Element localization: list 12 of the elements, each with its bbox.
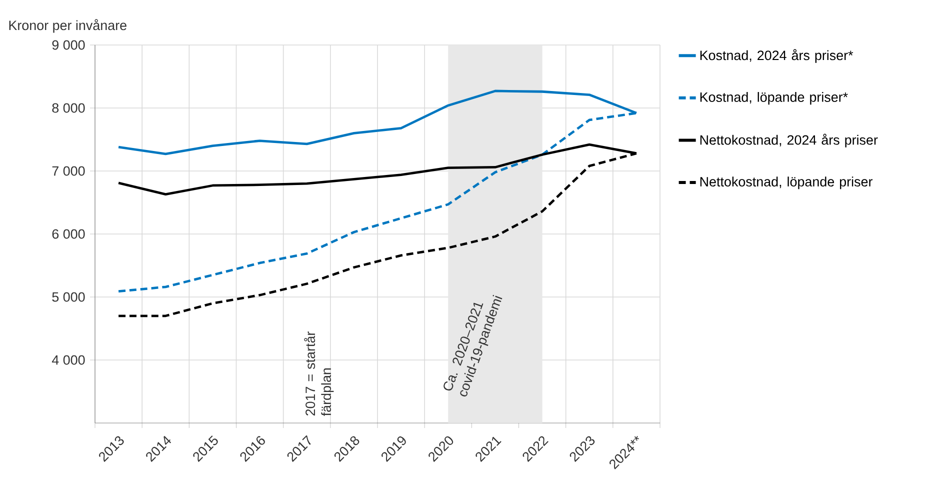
legend-label: Kostnad, löpande priser* [700,92,848,105]
legend-label: Nettokostnad, 2024 års priser [700,134,878,148]
y-tick-label: 4 000 [52,355,85,365]
legend-label: Nettokostnad, löpande priser [700,176,872,190]
annotation: 2017 = startår färdplan [304,332,334,416]
y-tick-label: 8 000 [52,103,85,113]
y-tick-label: 7 000 [52,166,85,176]
y-tick-label: 9 000 [52,40,85,50]
y-tick-label: 6 000 [52,229,85,239]
y-axis-title: Kronor per invånare [9,19,126,33]
y-tick-label: 5 000 [52,292,85,302]
legend-label: Kostnad, 2024 års priser* [700,49,854,63]
